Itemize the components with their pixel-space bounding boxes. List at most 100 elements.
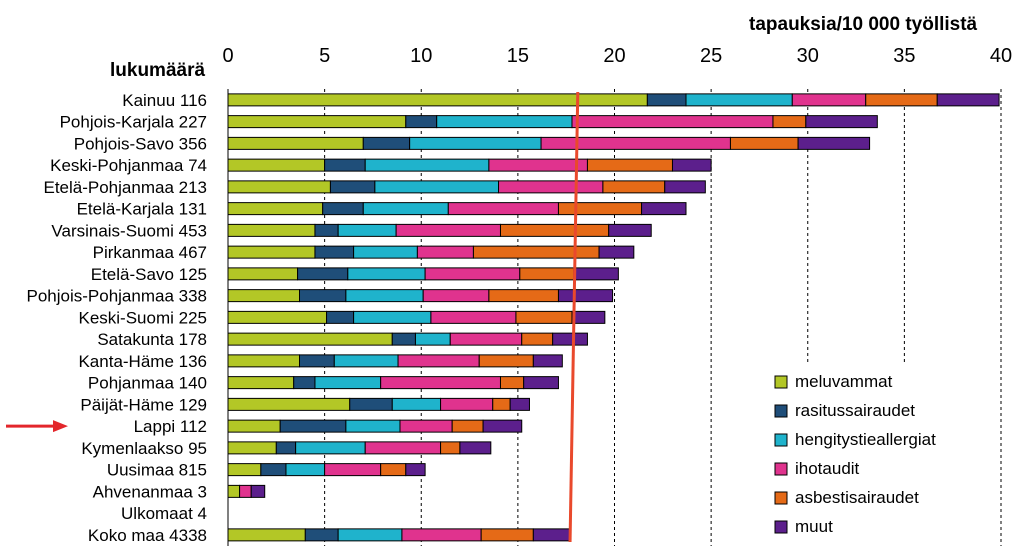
bar-pohjois-karjala-227-muut bbox=[805, 115, 878, 129]
bar-etelä-pohjanmaa-213-meluvammat bbox=[227, 180, 331, 194]
bar-kanta-häme-136-hengitystieallergiat bbox=[333, 354, 399, 368]
bar-etelä-savo-125-rasitussairaudet bbox=[297, 267, 349, 281]
bar-keski-suomi-225-muut bbox=[571, 310, 606, 324]
bar-etelä-savo-125-muut bbox=[573, 267, 619, 281]
bar-koko-maa-4338-ihotaudit bbox=[401, 528, 482, 542]
bar-ahvenanmaa-3-muut bbox=[250, 484, 266, 498]
bar-kainuu-116-asbestisairaudet bbox=[865, 93, 938, 107]
category-label-keski-suomi-225: Keski-Suomi 225 bbox=[78, 308, 207, 327]
bar-koko-maa-4338-hengitystieallergiat bbox=[337, 528, 403, 542]
bar-keski-pohjanmaa-74-meluvammat bbox=[227, 158, 326, 172]
x-tick-25: 25 bbox=[700, 45, 722, 67]
bar-kymenlaakso-95-meluvammat bbox=[227, 441, 277, 455]
bar-kanta-häme-136-rasitussairaudet bbox=[299, 354, 335, 368]
bar-pirkanmaa-467-hengitystieallergiat bbox=[353, 245, 418, 259]
bar-satakunta-178-meluvammat bbox=[227, 332, 393, 346]
category-label-ulkomaat-4: Ulkomaat 4 bbox=[121, 504, 207, 523]
bar-pohjanmaa-140-rasitussairaudet bbox=[293, 376, 316, 390]
x-tick-35: 35 bbox=[893, 45, 915, 67]
legend-label-rasitussairaudet: rasitussairaudet bbox=[795, 401, 915, 420]
bar-etelä-pohjanmaa-213-muut bbox=[664, 180, 706, 194]
bar-satakunta-178-rasitussairaudet bbox=[391, 332, 416, 346]
category-label-koko-maa-4338: Koko maa 4338 bbox=[88, 526, 207, 545]
arrow-head-icon bbox=[53, 420, 68, 433]
bar-lappi-112-rasitussairaudet bbox=[279, 419, 347, 433]
category-labels: Kainuu 116 Pohjois-Karjala 227 Pohjois-Sav… bbox=[26, 91, 207, 545]
bar-uusimaa-815-hengitystieallergiat bbox=[285, 463, 326, 477]
category-label-lappi-112: Lappi 112 bbox=[134, 417, 207, 436]
bar-satakunta-178-ihotaudit bbox=[449, 332, 523, 346]
bar-pohjois-savo-356-meluvammat bbox=[227, 136, 364, 150]
bar-etelä-savo-125-asbestisairaudet bbox=[519, 267, 575, 281]
bar-pohjois-karjala-227-asbestisairaudet bbox=[772, 115, 807, 129]
bar-kanta-häme-136-muut bbox=[532, 354, 563, 368]
x-tick-0: 0 bbox=[222, 45, 233, 67]
bar-varsinais-suomi-453-muut bbox=[608, 223, 652, 237]
bar-kymenlaakso-95-asbestisairaudet bbox=[440, 441, 461, 455]
bar-pohjois-karjala-227-meluvammat bbox=[227, 115, 407, 129]
legend-swatch-ihotaudit bbox=[774, 462, 788, 476]
legend-background bbox=[760, 364, 1000, 546]
bar-pirkanmaa-467-ihotaudit bbox=[416, 245, 474, 259]
bar-etelä-karjala-131-hengitystieallergiat bbox=[362, 202, 449, 216]
legend-label-ihotaudit: ihotaudit bbox=[795, 459, 860, 478]
highlight-arrow bbox=[6, 420, 68, 433]
legend-swatch-rasitussairaudet bbox=[774, 404, 788, 418]
bar-uusimaa-815-meluvammat bbox=[227, 463, 262, 477]
category-label-pohjanmaa-140: Pohjanmaa 140 bbox=[88, 374, 207, 393]
bar-etelä-karjala-131-muut bbox=[641, 202, 687, 216]
bar-pirkanmaa-467-muut bbox=[598, 245, 635, 259]
bar-lappi-112-muut bbox=[482, 419, 523, 433]
bar-ahvenanmaa-3-ihotaudit bbox=[239, 484, 252, 498]
bar-pohjanmaa-140-muut bbox=[523, 376, 559, 390]
bar-pohjois-savo-356-hengitystieallergiat bbox=[409, 136, 542, 150]
legend-swatch-muut bbox=[774, 520, 788, 534]
bar-kainuu-116-rasitussairaudet bbox=[646, 93, 687, 107]
legend-label-muut: muut bbox=[795, 517, 833, 536]
bar-satakunta-178-asbestisairaudet bbox=[521, 332, 554, 346]
category-label-etelä-savo-125: Etelä-Savo 125 bbox=[91, 265, 207, 284]
legend-label-meluvammat: meluvammat bbox=[795, 372, 893, 391]
category-label-satakunta-178: Satakunta 178 bbox=[97, 330, 207, 349]
category-label-etelä-karjala-131: Etelä-Karjala 131 bbox=[77, 200, 207, 219]
bar-ahvenanmaa-3-meluvammat bbox=[227, 484, 241, 498]
bar-pohjois-pohjanmaa-338-rasitussairaudet bbox=[299, 289, 347, 303]
bar-etelä-karjala-131-asbestisairaudet bbox=[557, 202, 643, 216]
category-label-kanta-häme-136: Kanta-Häme 136 bbox=[78, 352, 207, 371]
bar-pohjanmaa-140-hengitystieallergiat bbox=[314, 376, 382, 390]
category-label-uusimaa-815: Uusimaa 815 bbox=[107, 461, 207, 480]
bar-päijät-häme-129-meluvammat bbox=[227, 397, 351, 411]
x-tick-30: 30 bbox=[797, 45, 819, 67]
bars bbox=[227, 93, 1000, 542]
legend-swatch-asbestisairaudet bbox=[774, 491, 788, 505]
x-tick-10: 10 bbox=[410, 45, 432, 67]
bar-pohjois-pohjanmaa-338-ihotaudit bbox=[422, 289, 490, 303]
bar-satakunta-178-hengitystieallergiat bbox=[414, 332, 451, 346]
bar-koko-maa-4338-asbestisairaudet bbox=[480, 528, 534, 542]
bar-keski-pohjanmaa-74-rasitussairaudet bbox=[324, 158, 366, 172]
bar-uusimaa-815-ihotaudit bbox=[324, 463, 382, 477]
bar-kymenlaakso-95-muut bbox=[459, 441, 492, 455]
bar-pohjanmaa-140-ihotaudit bbox=[380, 376, 501, 390]
category-label-päijät-häme-129: Päijät-Häme 129 bbox=[80, 395, 207, 414]
category-label-pohjois-karjala-227: Pohjois-Karjala 227 bbox=[60, 113, 207, 132]
bar-etelä-savo-125-hengitystieallergiat bbox=[347, 267, 426, 281]
bar-pohjois-pohjanmaa-338-meluvammat bbox=[227, 289, 301, 303]
average-reference-line bbox=[568, 91, 580, 543]
bar-kainuu-116-hengitystieallergiat bbox=[685, 93, 793, 107]
bar-etelä-savo-125-meluvammat bbox=[227, 267, 299, 281]
bar-keski-pohjanmaa-74-muut bbox=[671, 158, 712, 172]
bar-kanta-häme-136-meluvammat bbox=[227, 354, 301, 368]
x-tick-40: 40 bbox=[990, 45, 1012, 67]
bar-kymenlaakso-95-rasitussairaudet bbox=[275, 441, 297, 455]
category-label-kymenlaakso-95: Kymenlaakso 95 bbox=[81, 439, 207, 458]
bar-kymenlaakso-95-ihotaudit bbox=[364, 441, 442, 455]
bar-kainuu-116-muut bbox=[936, 93, 1000, 107]
legend-label-hengitystieallergiat: hengitystieallergiat bbox=[795, 430, 936, 449]
bar-varsinais-suomi-453-rasitussairaudet bbox=[314, 223, 339, 237]
category-label-ahvenanmaa-3: Ahvenanmaa 3 bbox=[93, 482, 207, 501]
bar-päijät-häme-129-muut bbox=[509, 397, 530, 411]
bar-etelä-savo-125-ihotaudit bbox=[424, 267, 521, 281]
bar-pohjois-pohjanmaa-338-hengitystieallergiat bbox=[345, 289, 424, 303]
